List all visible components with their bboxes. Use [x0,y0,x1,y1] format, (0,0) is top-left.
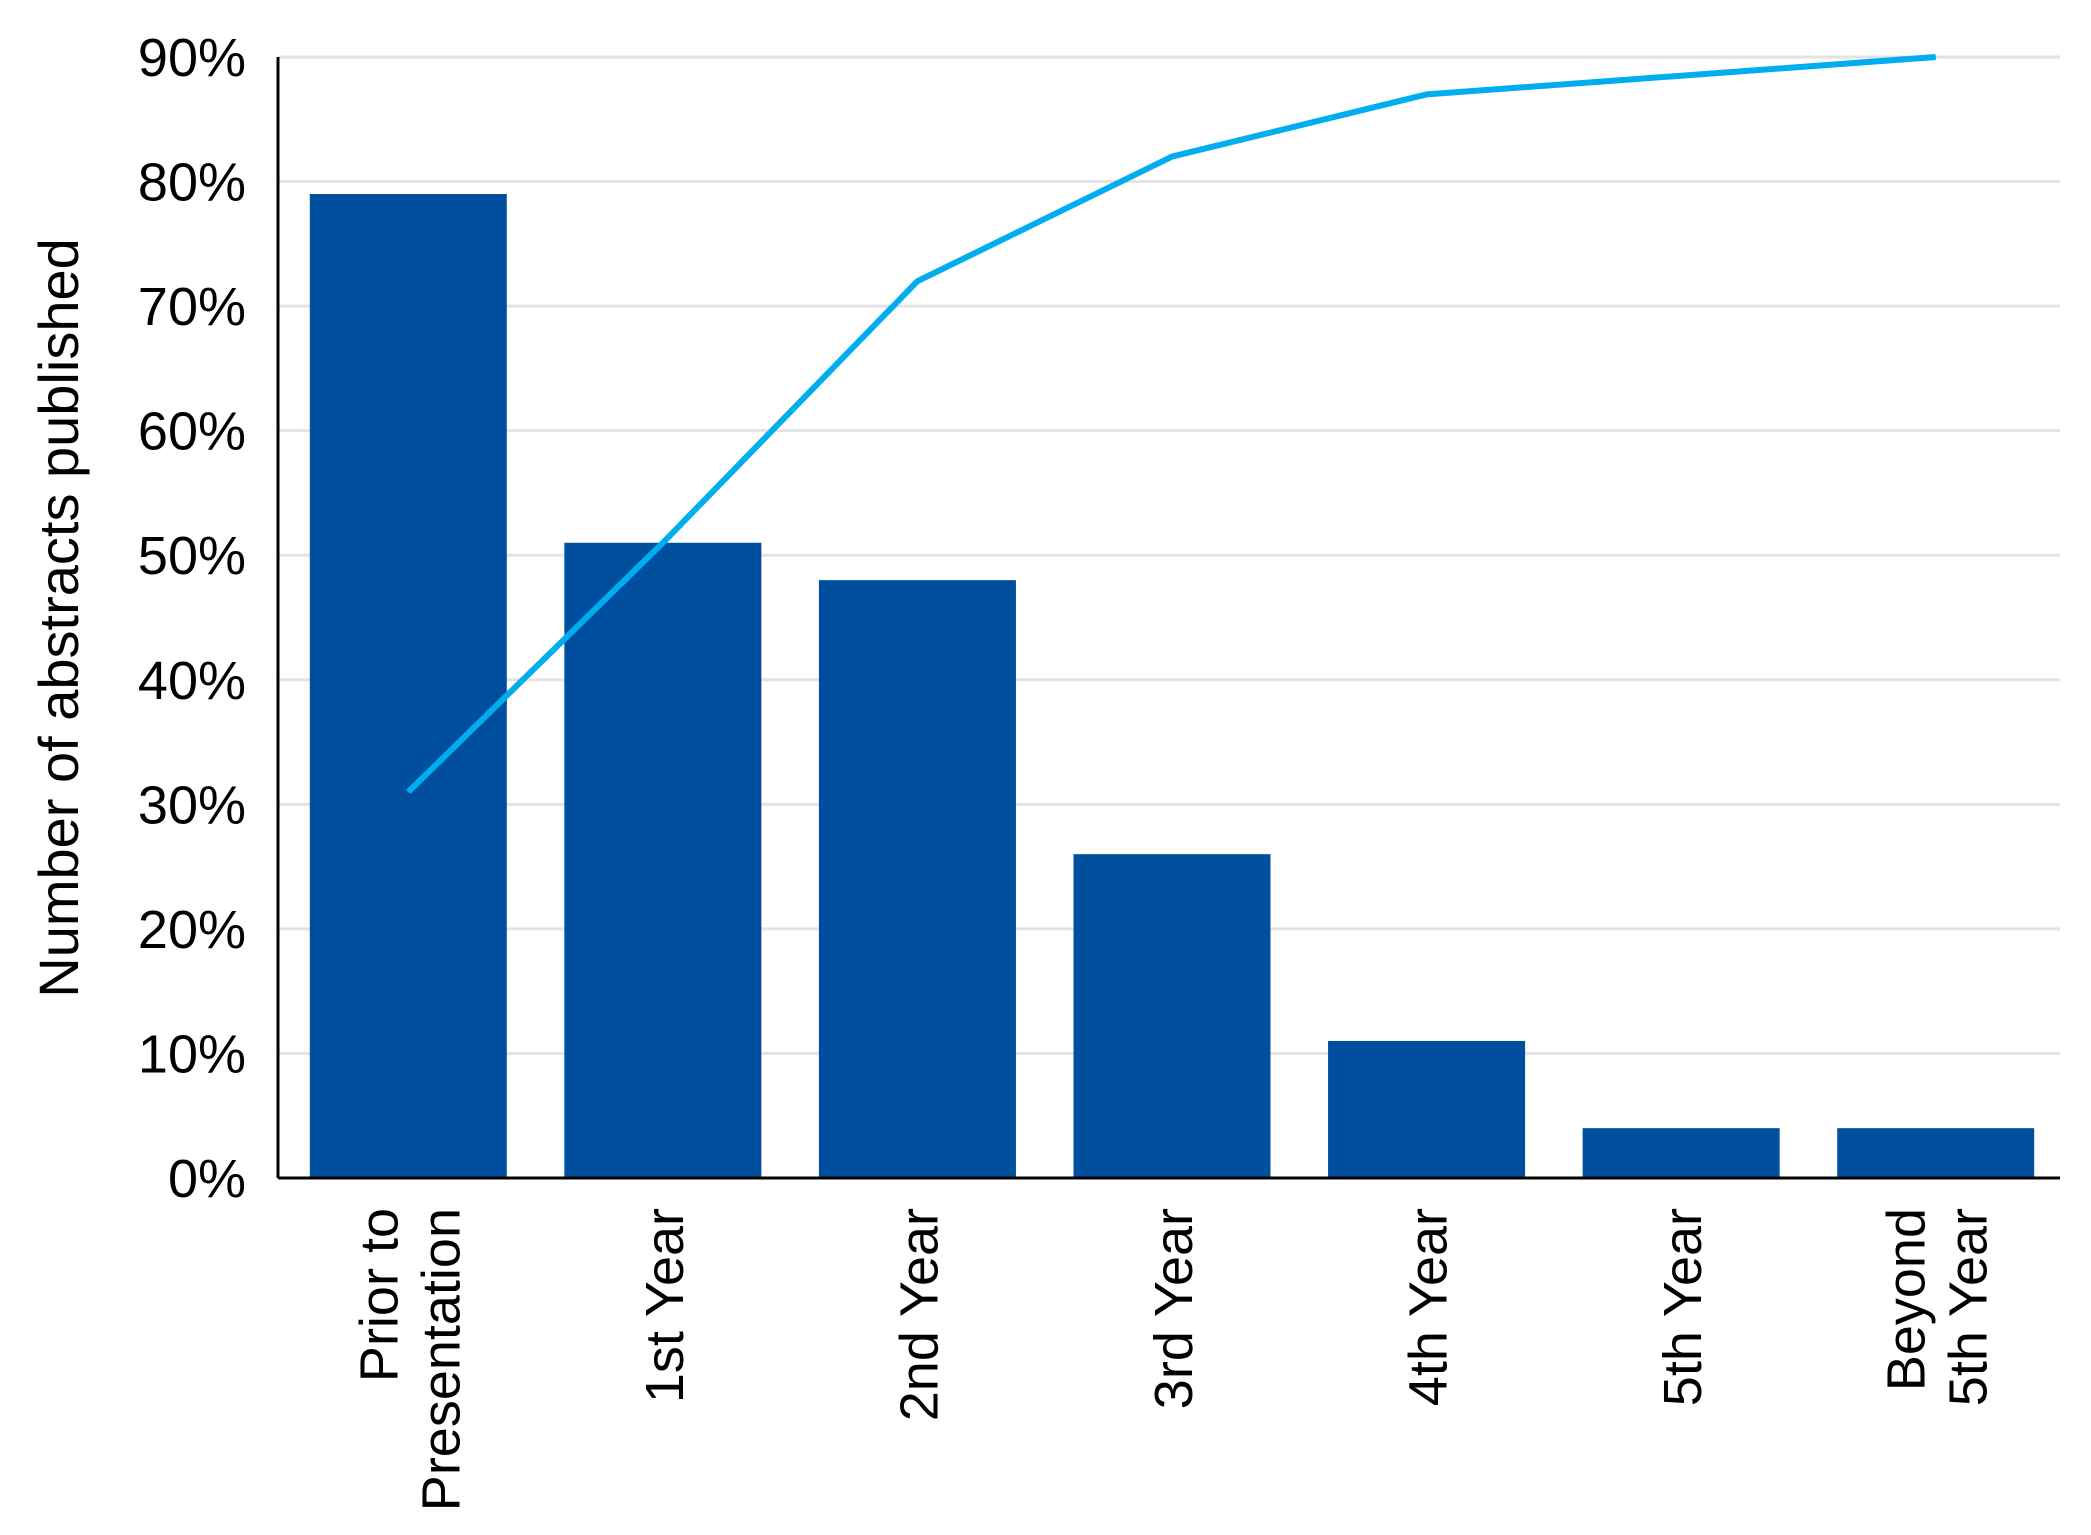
y-axis-title: Number of abstracts published [27,238,90,998]
line-point [1680,75,1682,77]
y-tick-label: 30% [138,775,246,835]
x-category-label: Beyond 5th Year [1877,1208,1999,1406]
x-category-label: 1st Year [635,1208,695,1403]
x-category-label-line: Presentation [411,1208,471,1511]
x-category-label: Prior to Presentation [349,1208,471,1511]
x-category-label-line: 2nd Year [889,1208,949,1421]
y-tick-label: 10% [138,1024,246,1084]
y-tick-label: 50% [138,526,246,586]
line-point [1935,56,1937,58]
cumulative-line-series [406,54,1937,795]
x-category-label: 4th Year [1399,1208,1459,1406]
y-tick-label: 80% [138,153,246,213]
line-point [1426,93,1428,95]
bar [1582,1128,1780,1178]
y-tick-label: 40% [138,651,246,711]
x-category-labels: Prior to Presentation 1st Year 2nd Year 3rd … [349,1208,1998,1511]
y-tick-label: 0% [168,1149,246,1209]
x-category-label-line: 4th Year [1399,1208,1459,1406]
y-tick-label: 60% [138,402,246,462]
line-point [662,542,664,544]
x-category-label: 3rd Year [1144,1208,1204,1409]
x-category-label-line: 1st Year [635,1208,695,1403]
x-category-label-line: Prior to [349,1208,409,1382]
bar [1837,1128,2035,1178]
axes [276,57,2060,1180]
bar [309,194,507,1178]
y-tick-label: 70% [138,277,246,337]
y-tick-label: 90% [138,28,246,88]
bar [1073,854,1271,1178]
x-category-label-line: 5th Year [1939,1208,1999,1406]
y-tick-labels: 0% 10% 20% 30% 40% 50% 60% 70% 80% 90% [138,28,246,1209]
bar-series [309,194,2035,1178]
line-point [407,791,409,793]
y-tick-label: 20% [138,900,246,960]
x-category-label-line: Beyond [1877,1208,1937,1391]
line-point [916,280,918,282]
bar [564,542,762,1178]
bar [1328,1040,1526,1178]
x-category-label-line: 5th Year [1653,1208,1713,1406]
x-category-label: 5th Year [1653,1208,1713,1406]
x-category-label: 2nd Year [889,1208,949,1421]
x-category-label-line: 3rd Year [1144,1208,1204,1409]
line-point [1171,156,1173,158]
bar [818,580,1016,1178]
